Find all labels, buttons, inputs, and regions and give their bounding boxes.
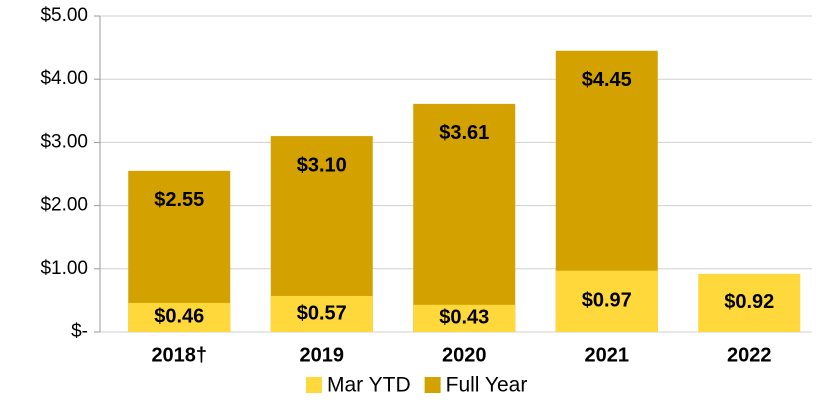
data-label: $3.10 — [297, 154, 347, 176]
x-tick-label: 2018† — [151, 344, 207, 366]
data-label: $2.55 — [154, 189, 204, 211]
x-tick-label: 2019 — [300, 344, 345, 366]
y-tick-label: $5.00 — [40, 5, 88, 26]
bar — [413, 103, 516, 333]
data-label: $0.43 — [439, 307, 489, 329]
y-tick-label: $2.00 — [40, 195, 88, 216]
data-label: $3.61 — [439, 122, 489, 144]
x-tick-label: 2022 — [727, 344, 772, 366]
bar — [698, 273, 801, 332]
bar — [270, 295, 373, 332]
legend-label: Full Year — [446, 374, 528, 397]
y-tick-label: $1.00 — [40, 258, 88, 279]
bar — [128, 302, 231, 332]
data-label: $0.97 — [582, 290, 632, 312]
legend-swatch — [424, 377, 441, 393]
data-label: $4.45 — [582, 69, 632, 91]
legend-label: Mar YTD — [327, 374, 411, 397]
x-tick-label: 2021 — [585, 344, 630, 366]
data-label: $0.46 — [154, 306, 204, 328]
y-tick-label: $4.00 — [40, 68, 88, 89]
x-tick-label: 2020 — [442, 344, 487, 366]
bar — [413, 304, 516, 332]
data-label: $0.92 — [724, 291, 774, 313]
y-tick-label: $- — [71, 321, 88, 342]
bar — [555, 270, 658, 332]
legend-swatch — [306, 377, 322, 393]
data-label: $0.57 — [297, 302, 347, 324]
y-tick-label: $3.00 — [40, 131, 88, 152]
